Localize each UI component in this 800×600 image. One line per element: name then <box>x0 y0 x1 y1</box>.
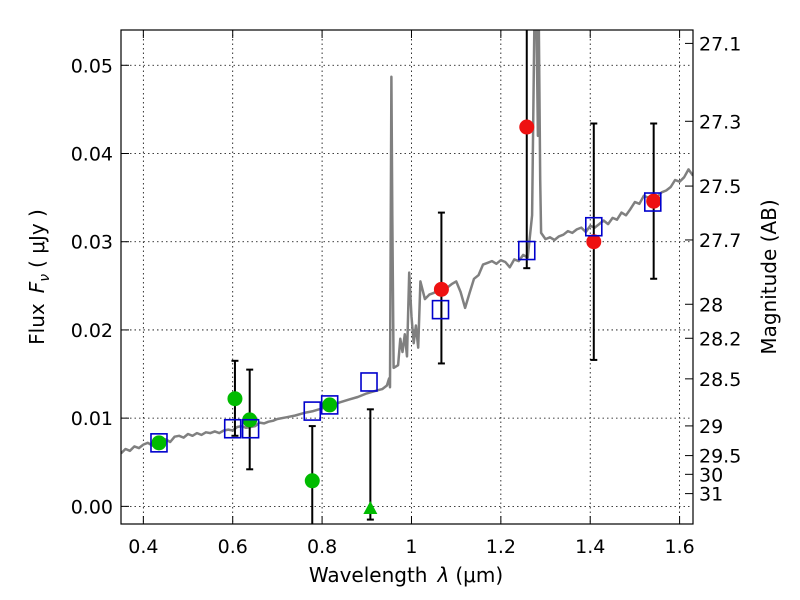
y-tick-label: 0.04 <box>71 144 113 166</box>
y-tick-label: 0.03 <box>71 232 113 254</box>
y-tick-label: 0.00 <box>71 496 113 518</box>
model-photometry-square <box>360 372 378 392</box>
y2-tick-label: 28 <box>699 294 723 316</box>
model-photometry-square <box>517 240 536 261</box>
y2-tick-label: 31 <box>699 484 723 506</box>
y2-tick-label: 27.5 <box>699 176 741 198</box>
model-photometry-square <box>643 192 662 212</box>
y2-tick-label: 29.5 <box>699 446 741 468</box>
y2-tick-label: 27.1 <box>699 33 741 55</box>
green-data-point <box>151 435 167 451</box>
red-data-point <box>433 281 449 297</box>
model-photometry-square <box>241 418 260 439</box>
y2-tick-label: 28.5 <box>699 369 741 391</box>
axis-ticks <box>121 30 693 524</box>
model-photometry-square <box>223 418 242 439</box>
green-data-point <box>304 473 320 489</box>
model-photometry-square <box>320 395 339 415</box>
y2-axis-label: Magnitude (AB) <box>757 199 781 354</box>
y2-tick-label: 30 <box>699 464 723 486</box>
x-tick-label: 0.4 <box>128 536 158 558</box>
model-photometry-square <box>584 216 603 237</box>
error-bars <box>231 30 658 524</box>
y-tick-label: 0.02 <box>71 320 113 342</box>
y-tick-label: 0.01 <box>71 408 113 430</box>
x-tick-label: 0.6 <box>218 536 248 558</box>
green-upper-limit-marker <box>363 501 378 515</box>
y2-tick-label: 27.7 <box>699 230 741 252</box>
red-data-point <box>586 234 602 250</box>
y2-tick-label: 29 <box>699 416 723 438</box>
y2-tick-label: 27.3 <box>699 111 741 133</box>
y2-tick-label: 28.2 <box>699 328 741 350</box>
observed-points <box>151 119 662 515</box>
plot-frame <box>120 29 694 525</box>
model-spectrum-line <box>121 30 693 455</box>
x-tick-label: 0.8 <box>307 536 337 558</box>
x-tick-label: 1.2 <box>486 536 516 558</box>
model-photometry-squares <box>150 192 662 453</box>
model-photometry-square <box>431 299 450 320</box>
x-tick-labels: 0.4 0.6 0.8 1 1.2 1.4 1.6 <box>128 536 694 558</box>
x-tick-label: 1 <box>405 536 417 558</box>
red-data-point <box>646 193 662 209</box>
y-axis-label: FluxFν( μJy ) <box>25 209 53 345</box>
x-axis-label: Wavelength λ (μm) <box>309 563 503 587</box>
green-data-point <box>322 397 338 413</box>
y-tick-labels: 0.00 0.01 0.02 0.03 0.04 0.05 <box>71 55 113 518</box>
x-tick-label: 1.4 <box>575 536 605 558</box>
red-data-point <box>519 119 535 135</box>
grid <box>121 30 693 524</box>
x-tick-label: 1.6 <box>664 536 694 558</box>
model-photometry-square <box>303 401 322 421</box>
y-tick-label: 0.05 <box>71 55 113 77</box>
model-photometry-square <box>150 433 168 453</box>
green-data-point <box>227 391 243 407</box>
